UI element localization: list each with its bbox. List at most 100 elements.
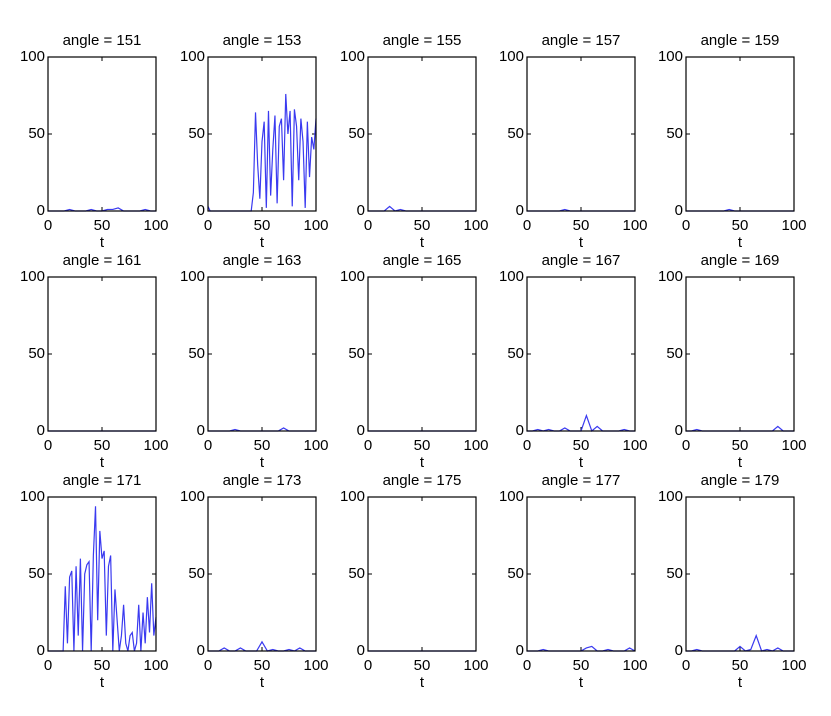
y-tick-label: 0	[357, 202, 365, 219]
plot-frame	[207, 276, 317, 432]
x-tick-label: 100	[781, 217, 806, 234]
panel-title: angle = 171	[63, 472, 142, 489]
x-tick-label: 0	[204, 437, 212, 454]
y-tick-label: 100	[658, 48, 683, 65]
y-tick-label: 50	[507, 565, 524, 582]
x-tick-label: 0	[523, 217, 531, 234]
x-tick-label: 50	[573, 217, 590, 234]
x-tick-label: 50	[94, 217, 111, 234]
x-tick-label: 0	[682, 437, 690, 454]
plot-frame	[207, 496, 317, 652]
x-axis-label: t	[579, 234, 584, 251]
y-tick-label: 0	[197, 202, 205, 219]
x-tick-label: 0	[364, 437, 372, 454]
x-tick-label: 0	[204, 217, 212, 234]
panel-title: angle = 151	[63, 32, 142, 49]
x-tick-label: 100	[463, 217, 488, 234]
y-tick-label: 100	[180, 488, 205, 505]
x-axis-label: t	[420, 454, 425, 471]
panel-title: angle = 159	[701, 32, 780, 49]
x-tick-label: 0	[682, 657, 690, 674]
x-tick-label: 0	[44, 437, 52, 454]
y-tick-label: 0	[516, 202, 524, 219]
x-axis-label: t	[420, 674, 425, 691]
x-tick-label: 100	[303, 437, 328, 454]
plot-frame	[685, 56, 795, 212]
y-tick-label: 0	[37, 642, 45, 659]
panel-title: angle = 161	[63, 252, 142, 269]
plot-frame	[367, 276, 477, 432]
plot-frame	[367, 56, 477, 212]
panel-title: angle = 157	[542, 32, 621, 49]
y-tick-label: 0	[37, 422, 45, 439]
data-line	[48, 506, 157, 652]
x-tick-label: 100	[463, 437, 488, 454]
y-tick-label: 100	[20, 488, 45, 505]
data-line	[207, 93, 317, 212]
x-axis-label: t	[420, 234, 425, 251]
x-tick-label: 100	[303, 217, 328, 234]
plot-frame	[367, 496, 477, 652]
y-tick-label: 100	[499, 488, 524, 505]
x-axis-label: t	[100, 674, 105, 691]
plot-frame	[207, 56, 317, 212]
panel-title: angle = 179	[701, 472, 780, 489]
y-tick-label: 50	[666, 565, 683, 582]
y-tick-label: 0	[675, 642, 683, 659]
x-axis-label: t	[579, 674, 584, 691]
y-tick-label: 100	[340, 488, 365, 505]
x-tick-label: 0	[523, 657, 531, 674]
x-axis-label: t	[260, 454, 265, 471]
x-tick-label: 100	[622, 437, 647, 454]
y-tick-label: 100	[20, 268, 45, 285]
data-line	[208, 640, 316, 652]
y-tick-label: 0	[357, 642, 365, 659]
x-tick-label: 100	[143, 657, 168, 674]
y-tick-label: 0	[197, 642, 205, 659]
x-tick-label: 50	[573, 657, 590, 674]
y-tick-label: 50	[666, 345, 683, 362]
y-tick-label: 50	[507, 125, 524, 142]
plot-frame	[47, 496, 157, 652]
y-tick-label: 50	[28, 345, 45, 362]
y-tick-label: 0	[516, 422, 524, 439]
y-tick-label: 100	[658, 488, 683, 505]
y-tick-label: 50	[188, 565, 205, 582]
x-tick-label: 0	[682, 217, 690, 234]
x-tick-label: 50	[254, 217, 271, 234]
x-tick-label: 100	[463, 657, 488, 674]
x-tick-label: 50	[732, 437, 749, 454]
x-tick-label: 50	[94, 657, 111, 674]
x-tick-label: 50	[732, 657, 749, 674]
x-axis-label: t	[579, 454, 584, 471]
y-tick-label: 100	[499, 268, 524, 285]
x-tick-label: 0	[44, 657, 52, 674]
panel-title: angle = 173	[223, 472, 302, 489]
panel-title: angle = 175	[383, 472, 462, 489]
y-tick-label: 100	[180, 48, 205, 65]
x-tick-label: 50	[254, 437, 271, 454]
x-tick-label: 100	[143, 437, 168, 454]
y-tick-label: 0	[197, 422, 205, 439]
x-tick-label: 100	[781, 657, 806, 674]
y-tick-label: 50	[348, 345, 365, 362]
panel-title: angle = 165	[383, 252, 462, 269]
y-tick-label: 50	[348, 125, 365, 142]
panel-title: angle = 153	[223, 32, 302, 49]
y-tick-label: 50	[507, 345, 524, 362]
x-tick-label: 50	[414, 657, 431, 674]
x-tick-label: 0	[364, 657, 372, 674]
x-tick-label: 0	[204, 657, 212, 674]
y-tick-label: 0	[357, 422, 365, 439]
x-axis-label: t	[738, 234, 743, 251]
panel-title: angle = 169	[701, 252, 780, 269]
y-tick-label: 0	[37, 202, 45, 219]
x-axis-label: t	[100, 234, 105, 251]
x-tick-label: 50	[414, 437, 431, 454]
plot-frame	[526, 496, 636, 652]
plot-frame	[526, 276, 636, 432]
panel-title: angle = 163	[223, 252, 302, 269]
y-tick-label: 100	[340, 268, 365, 285]
